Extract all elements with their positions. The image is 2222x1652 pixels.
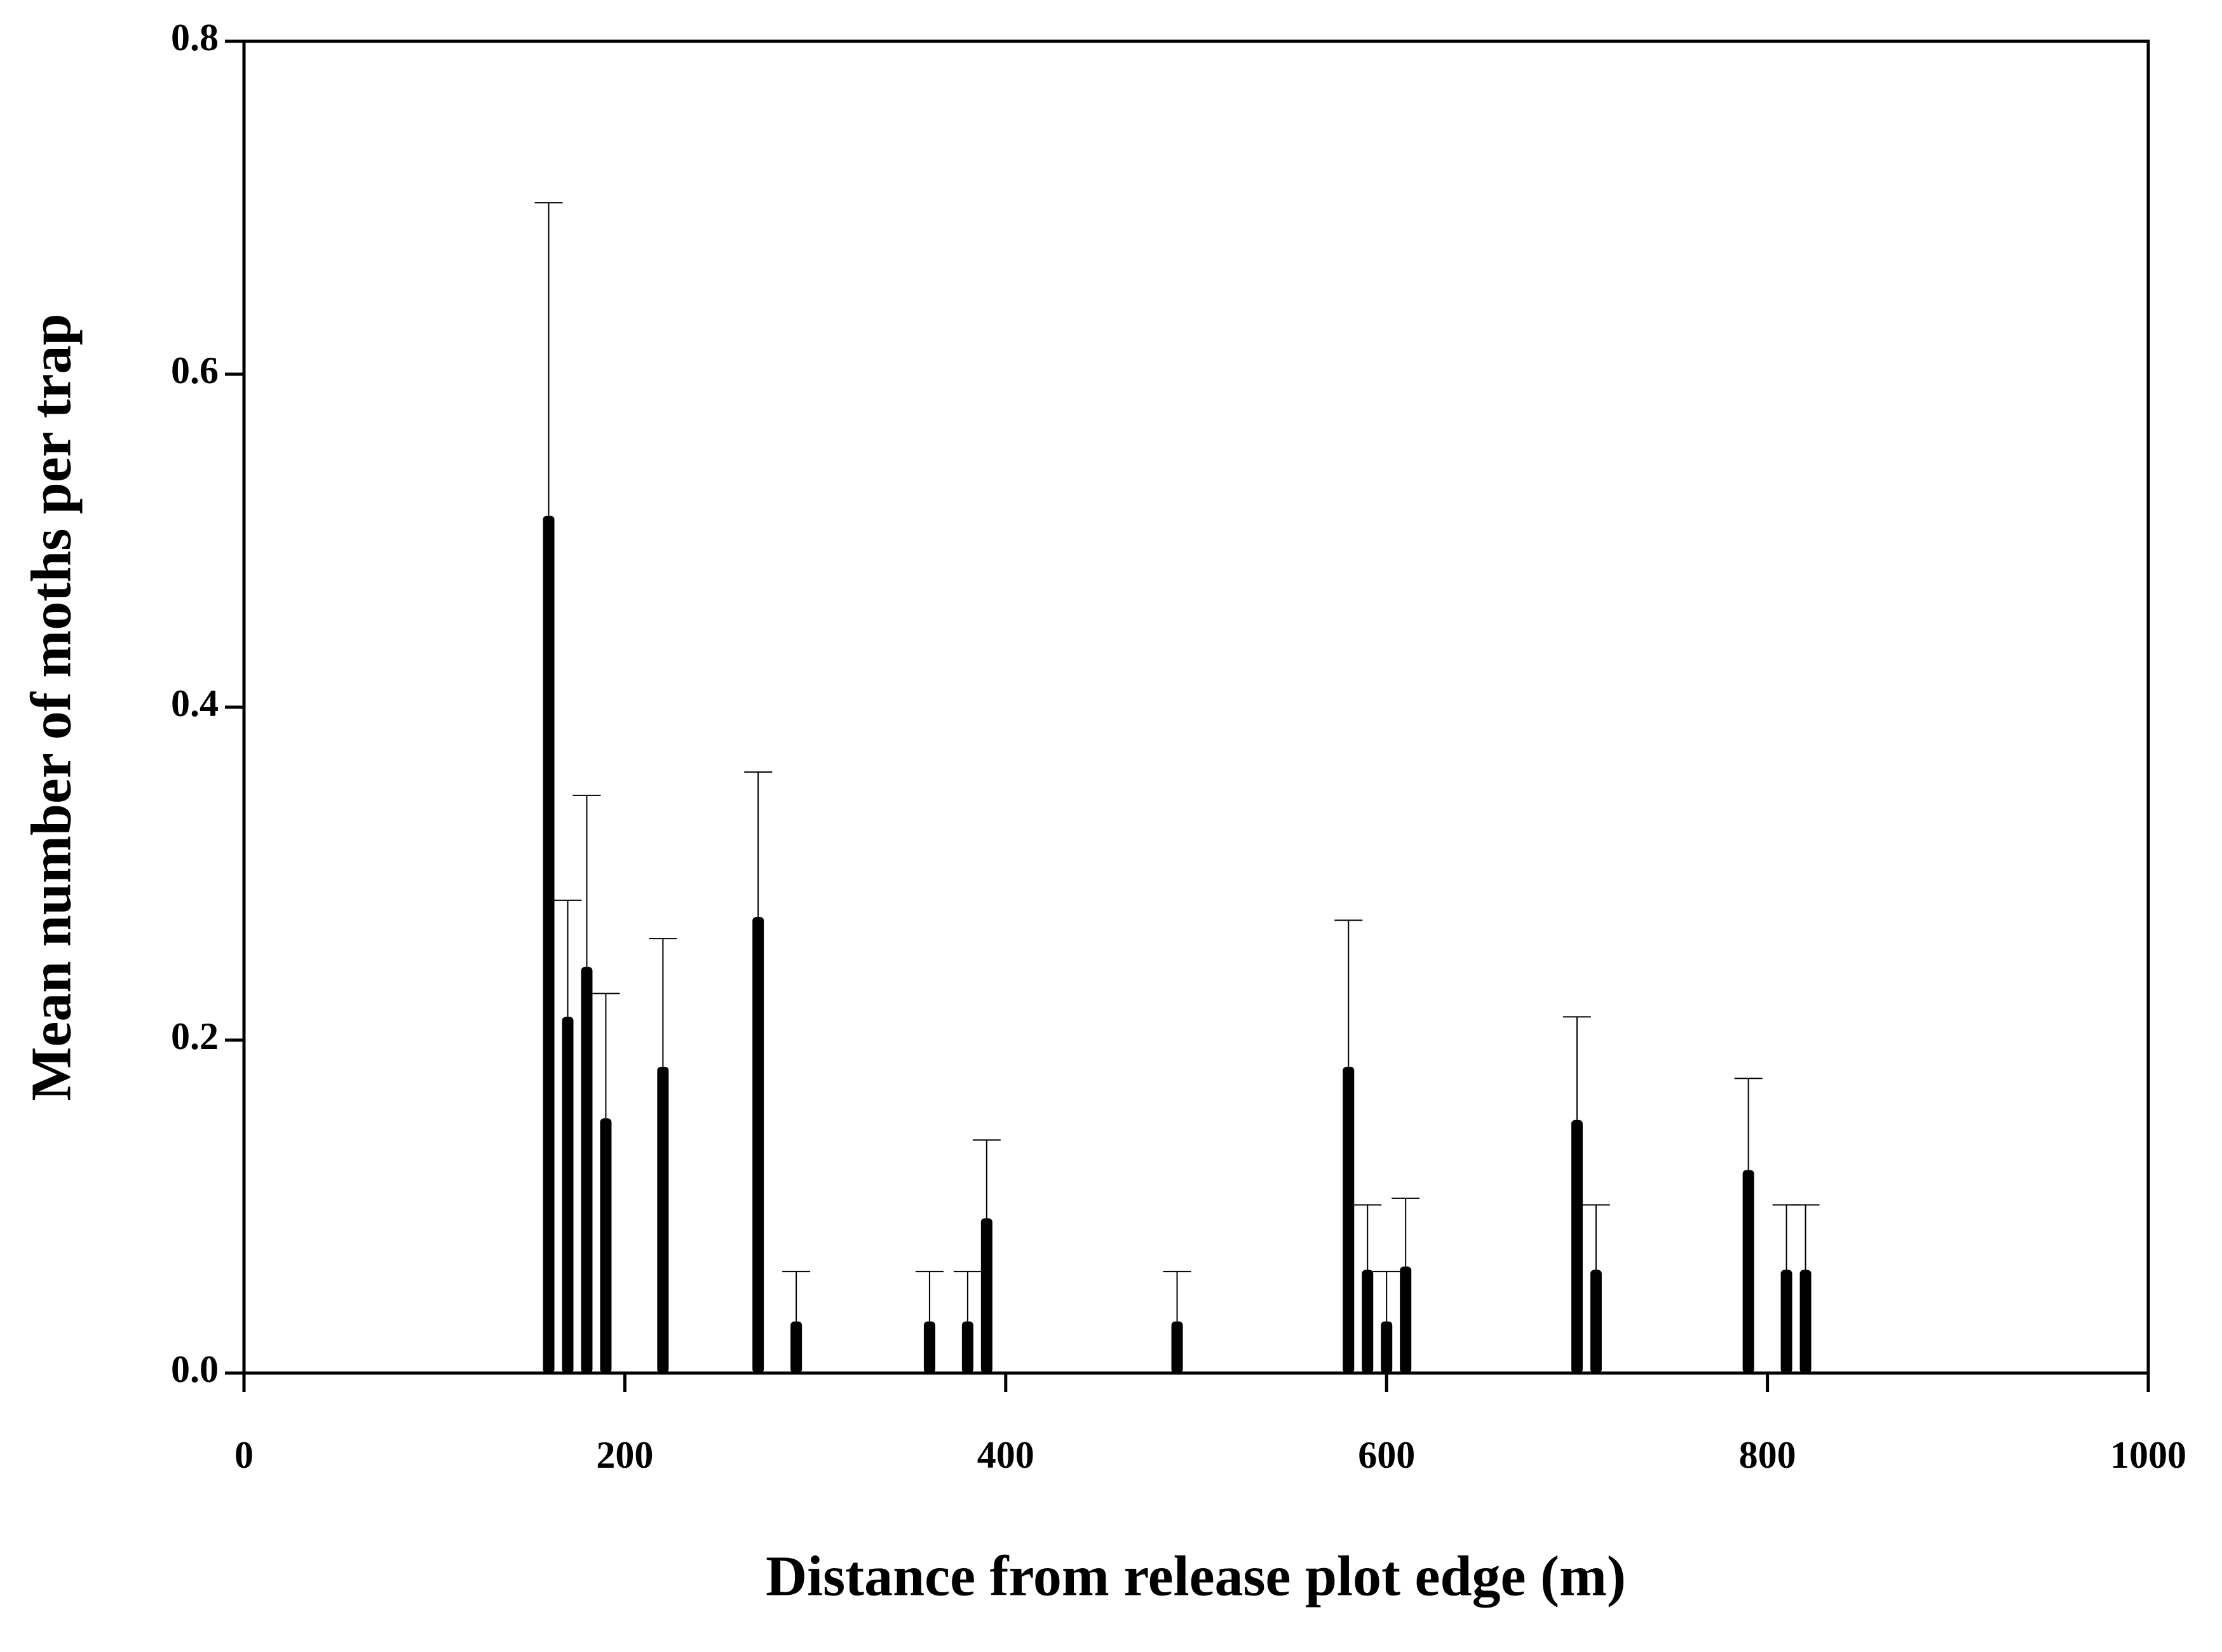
y-axis-title: Mean number of moths per trap (20, 313, 83, 1100)
bar (600, 1118, 612, 1373)
x-tick-label: 0 (234, 1434, 254, 1476)
bar (1590, 1269, 1602, 1373)
bar (1343, 1066, 1355, 1373)
y-tick-label: 0.6 (171, 349, 219, 391)
y-tick-label: 0.2 (171, 1015, 219, 1057)
bar (1400, 1266, 1412, 1373)
plot-frame (242, 39, 2150, 1375)
bar (923, 1321, 935, 1373)
x-tick-label: 600 (1358, 1434, 1415, 1476)
x-tick-label: 1000 (2110, 1434, 2186, 1476)
bar (790, 1321, 803, 1373)
y-tick-label: 0.4 (171, 682, 219, 724)
x-axis-title: Distance from release plot edge (m) (766, 1545, 1626, 1608)
bar (752, 917, 764, 1373)
x-tick-label: 400 (977, 1434, 1034, 1476)
bar (1799, 1269, 1812, 1373)
bar (543, 515, 555, 1374)
bar (657, 1066, 669, 1373)
y-tick-label: 0.8 (171, 17, 219, 58)
bar (562, 1017, 574, 1373)
bar (581, 966, 593, 1373)
bar (1171, 1321, 1183, 1373)
bar (1381, 1321, 1393, 1373)
bar (1780, 1269, 1792, 1373)
x-tick-label: 200 (596, 1434, 653, 1476)
y-tick-label: 0.0 (171, 1348, 219, 1390)
x-tick-label: 800 (1739, 1434, 1796, 1476)
bar (961, 1321, 973, 1373)
bar (1362, 1269, 1374, 1373)
bar (980, 1218, 992, 1373)
bar (1571, 1120, 1583, 1373)
bar (1742, 1170, 1754, 1373)
